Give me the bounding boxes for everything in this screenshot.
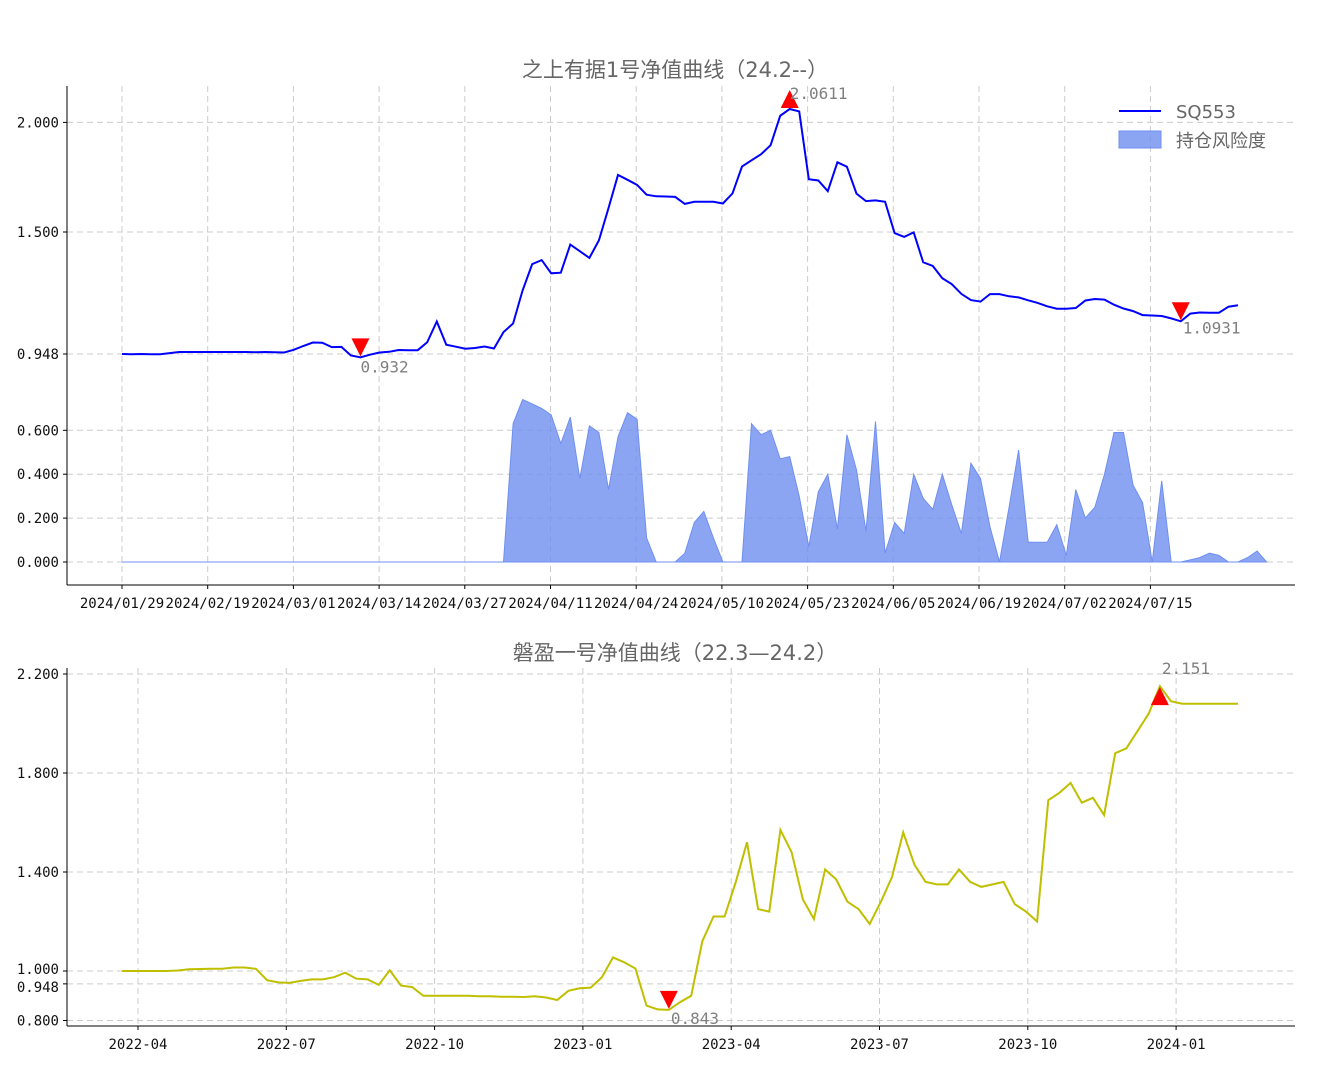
bottom-marker-up [1150,687,1169,706]
bottom-annotation-label: 2.151 [1162,659,1210,678]
bottom-markers: 2.151 0.843 [659,659,1210,1028]
top-xtick-label: 2024/01/29 [80,596,164,612]
risk-area [122,398,1268,563]
bottom-xtick-label: 2023-07 [850,1037,909,1053]
bottom-marker-down [659,990,678,1009]
top-xtick-label: 2024/07/02 [1023,596,1107,612]
bottom-ytick-label: 1.000 [17,962,59,978]
panying-line [122,684,1238,1011]
top-chart-title: 之上有据1号净值曲线（24.2--） [522,58,828,82]
top-markers: 2.0611 0.932 1.0931 [351,84,1241,376]
bottom-y-ticks: 0.800 0.948 1.000 1.400 1.800 2.200 [17,667,67,1030]
sq553-line [121,107,1239,359]
top-marker-down [1171,302,1190,321]
top-y-ticks: 0.948 1.500 2.000 0.000 0.200 0.400 0.600 [17,115,67,571]
top-xtick-label: 2024/05/23 [765,596,849,612]
top-marker-down [351,338,370,357]
legend-label-sq553: SQ553 [1176,102,1236,123]
top-axes [66,86,1295,586]
bottom-xtick-label: 2023-04 [702,1037,761,1053]
top-xtick-label: 2024/05/10 [680,596,764,612]
top-ytick-label: 0.600 [17,423,59,439]
top-xtick-label: 2024/03/01 [251,596,335,612]
top-xtick-label: 2024/02/19 [166,596,250,612]
bottom-xtick-label: 2023-01 [553,1037,612,1053]
top-xtick-label: 2024/04/11 [508,596,592,612]
top-annotation-label: 1.0931 [1183,318,1241,337]
top-xtick-label: 2024/07/15 [1108,596,1192,612]
bottom-xtick-label: 2022-04 [108,1037,167,1053]
bottom-ytick-label: 2.200 [17,667,59,683]
bottom-ytick-label: 1.800 [17,766,59,782]
top-xtick-label: 2024/06/05 [851,596,935,612]
top-xtick-label: 2024/06/19 [937,596,1021,612]
top-ytick-label: 0.948 [17,347,59,363]
bottom-ytick-label: 0.948 [17,980,59,996]
legend-label-risk: 持仓风险度 [1176,131,1266,152]
top-ytick-label: 0.400 [17,467,59,483]
bottom-x-ticks: 2022-04 2022-07 2022-10 2023-01 2023-04 2023-… [108,1026,1206,1053]
top-xtick-label: 2024/04/24 [594,596,678,612]
bottom-xtick-label: 2024-01 [1147,1037,1206,1053]
top-chart: 之上有据1号净值曲线（24.2--） 2.0611 0.932 1.0931 202… [17,58,1295,612]
top-annotation-label: 2.0611 [790,84,848,103]
top-xtick-label: 2024/03/27 [423,596,507,612]
top-marker-up [780,90,799,109]
legend: SQ553 持仓风险度 [1118,102,1266,152]
bottom-xtick-label: 2022-10 [405,1037,464,1053]
top-ytick-label: 0.200 [17,511,59,527]
bottom-annotation-label: 0.843 [671,1009,719,1028]
top-x-ticks: 2024/01/29 2024/02/19 2024/03/01 2024/03/14… [80,585,1193,612]
bottom-ytick-label: 0.800 [17,1014,59,1030]
top-ytick-label: 0.000 [17,555,59,571]
top-ytick-label: 1.500 [17,225,59,241]
top-annotation-label: 0.932 [360,357,408,376]
legend-area-swatch [1118,130,1162,149]
bottom-xtick-label: 2023-10 [998,1037,1057,1053]
bottom-ytick-label: 1.400 [17,865,59,881]
top-ytick-label: 2.000 [17,115,59,131]
bottom-xtick-label: 2022-07 [257,1037,316,1053]
bottom-grid [67,668,1295,1026]
bottom-chart-title: 磐盈一号净值曲线（22.3—24.2） [513,641,838,665]
top-xtick-label: 2024/03/14 [337,596,421,612]
bottom-axes [66,668,1295,1027]
